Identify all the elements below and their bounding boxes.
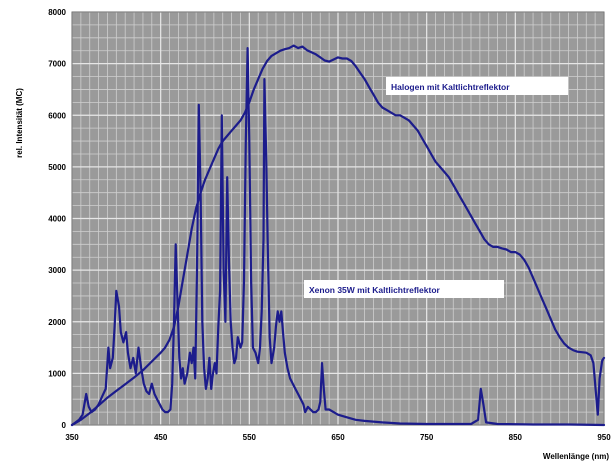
- y-axis-title: rel. Intensität (MC): [15, 88, 24, 158]
- y-tick-label: 8000: [48, 8, 66, 17]
- x-axis-title: Wellenlänge (nm): [543, 452, 609, 461]
- x-tick-label: 850: [509, 433, 523, 442]
- y-tick-label: 5000: [48, 163, 66, 172]
- x-tick-labels: 350 450 550 650 750 850 950: [65, 433, 611, 442]
- x-tick-label: 650: [331, 433, 345, 442]
- y-tick-label: 6000: [48, 111, 66, 120]
- plot-frame: [71, 11, 605, 426]
- series-label-xenon-text: Xenon 35W mit Kaltlichtreflektor: [309, 285, 441, 295]
- x-tick-label: 950: [597, 433, 611, 442]
- series-label-xenon: Xenon 35W mit Kaltlichtreflektor: [304, 280, 504, 298]
- y-tick-label: 2000: [48, 318, 66, 327]
- x-tick-label: 450: [154, 433, 168, 442]
- x-tick-label: 350: [65, 433, 79, 442]
- series-label-halogen-text: Halogen mit Kaltlichtreflektor: [391, 82, 510, 92]
- x-tick-label: 550: [243, 433, 257, 442]
- y-tick-label: 1000: [48, 369, 66, 378]
- y-tick-label: 4000: [48, 215, 66, 224]
- y-tick-label: 7000: [48, 60, 66, 69]
- series-label-halogen: Halogen mit Kaltlichtreflektor: [386, 77, 568, 95]
- series-layer: [70, 44, 606, 427]
- y-tick-labels: 0 1000 2000 3000 4000 5000 6000 7000 8000: [48, 8, 66, 430]
- series-line-xenon: [70, 47, 606, 427]
- y-tick-label: 0: [62, 421, 67, 430]
- y-tick-label: 3000: [48, 266, 66, 275]
- x-tick-label: 750: [420, 433, 434, 442]
